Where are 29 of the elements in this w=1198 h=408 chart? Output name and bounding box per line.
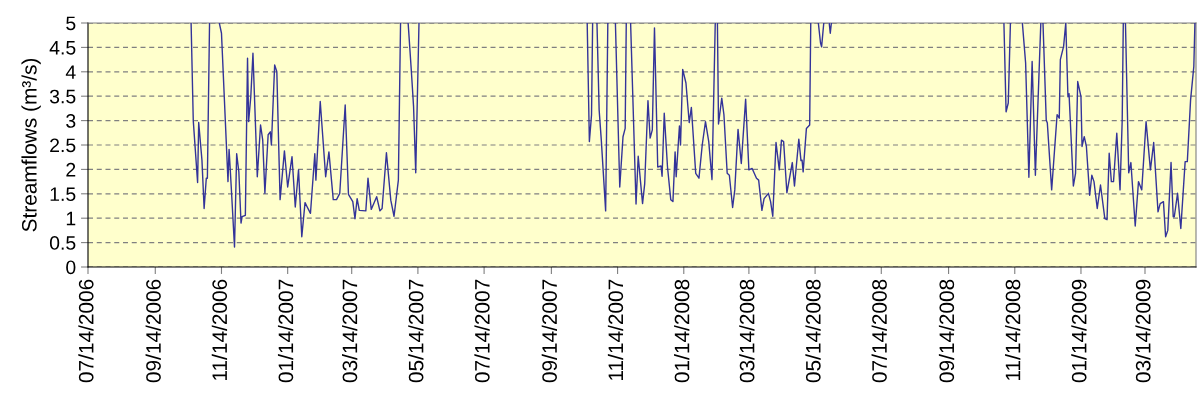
x-tick-label: 03/14/2007: [342, 279, 358, 383]
y-tick-label: 0: [66, 260, 76, 275]
x-tick-label: 07/14/2006: [78, 279, 94, 383]
x-tick-label: 03/14/2008: [739, 279, 755, 383]
y-tick-label: 0.5: [49, 236, 76, 250]
y-tick-label: 2.5: [50, 138, 76, 153]
x-tick-label: 01/14/2008: [674, 279, 690, 383]
y-tick-label: 1: [66, 211, 76, 226]
y-tick-label: 3: [66, 114, 76, 128]
x-tick-label: 09/14/2007: [541, 279, 557, 383]
y-tick-label: 3.5: [49, 89, 76, 104]
y-axis-title: Streamflows (m³/s): [21, 58, 41, 232]
x-tick-label: 09/14/2008: [938, 279, 955, 383]
x-tick-label: 09/14/2006: [145, 279, 161, 383]
x-tick-label: 07/14/2008: [871, 279, 887, 383]
y-tick-label: 5: [66, 16, 76, 31]
x-tick-label: 05/14/2007: [408, 279, 424, 383]
y-tick-label: 4.5: [49, 41, 76, 55]
y-tick-label: 4: [65, 65, 76, 79]
x-tick-label: 11/14/2008: [1005, 279, 1021, 380]
y-tick-label: 1.5: [50, 187, 76, 202]
x-tick-label: 11/14/2006: [211, 279, 228, 380]
x-tick-label: 07/14/2007: [474, 279, 490, 383]
x-tick-label: 01/14/2007: [277, 279, 294, 383]
x-tick-label: 01/14/2009: [1071, 279, 1087, 383]
x-tick-label: 05/14/2008: [805, 279, 821, 383]
y-tick-label: 2: [66, 162, 76, 177]
x-tick-label: 11/14/2007: [607, 279, 624, 380]
x-tick-label: 03/14/2009: [1135, 279, 1151, 383]
